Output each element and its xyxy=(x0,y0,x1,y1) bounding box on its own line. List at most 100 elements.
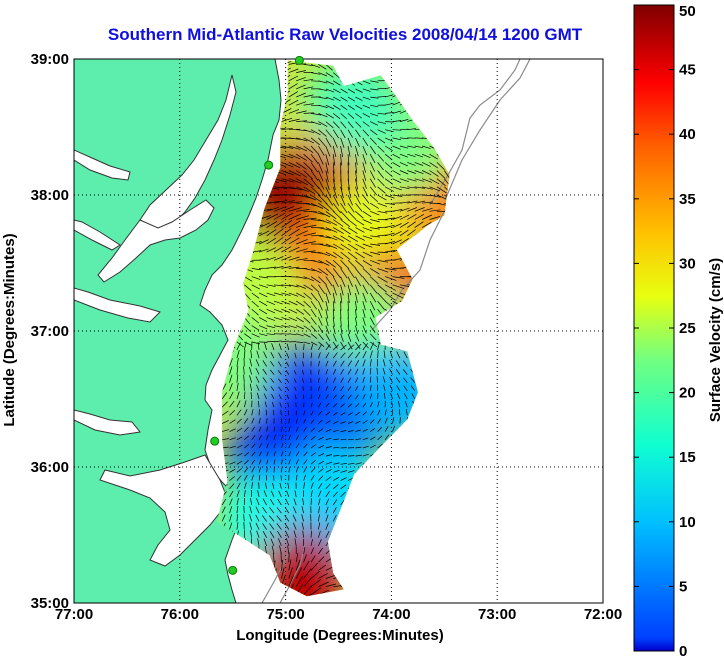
velocity-arrow xyxy=(325,88,335,93)
velocity-arrow xyxy=(318,468,324,473)
velocity-arrow xyxy=(362,376,365,383)
velocity-arrow xyxy=(377,443,383,449)
velocity-arrow xyxy=(421,162,431,167)
velocity-arrow xyxy=(362,420,368,424)
velocity-arrow xyxy=(362,235,373,240)
x-tick-label: 73:00 xyxy=(478,606,516,623)
velocity-arrow xyxy=(333,438,340,441)
velocity-arrow xyxy=(236,341,244,348)
velocity-arrow xyxy=(273,459,276,465)
velocity-arrow xyxy=(362,317,366,326)
velocity-arrow xyxy=(362,243,373,248)
velocity-arrow xyxy=(243,474,248,481)
velocity-arrow xyxy=(332,325,336,335)
velocity-arrow xyxy=(355,403,360,408)
velocity-arrow xyxy=(281,559,284,571)
velocity-arrow xyxy=(325,309,329,319)
velocity-arrow xyxy=(347,88,356,94)
velocity-arrow xyxy=(421,178,433,183)
velocity-arrow xyxy=(407,128,416,131)
velocity-arrow xyxy=(377,162,384,171)
velocity-arrow xyxy=(243,341,247,351)
velocity-arrow xyxy=(310,555,316,563)
velocity-arrow xyxy=(369,325,376,333)
velocity-arrow xyxy=(265,482,267,489)
velocity-arrow xyxy=(333,227,344,234)
velocity-arrow xyxy=(303,145,314,153)
velocity-arrow xyxy=(273,317,283,321)
velocity-arrow xyxy=(355,394,359,400)
y-tick-label: 39:00 xyxy=(31,51,69,68)
velocity-arrow xyxy=(347,219,357,227)
velocity-arrow xyxy=(255,514,260,522)
velocity-arrow xyxy=(362,137,369,146)
velocity-arrow xyxy=(325,360,329,367)
velocity-arrow xyxy=(295,466,299,473)
velocity-arrow xyxy=(332,219,344,227)
velocity-arrow xyxy=(325,522,329,530)
velocity-arrow xyxy=(407,186,418,189)
velocity-arrow xyxy=(229,476,235,481)
velocity-arrow xyxy=(236,460,243,465)
velocity-arrow xyxy=(243,505,245,514)
colorbar-tick-label: 20 xyxy=(679,385,696,402)
velocity-arrow xyxy=(249,375,253,383)
velocity-arrow xyxy=(286,490,290,498)
velocity-arrow xyxy=(281,284,292,287)
velocity-arrow xyxy=(347,243,358,251)
velocity-arrow xyxy=(325,301,329,311)
velocity-arrow xyxy=(258,284,269,289)
velocity-arrow xyxy=(262,530,267,538)
velocity-arrow xyxy=(385,129,394,133)
velocity-arrow xyxy=(295,474,298,481)
velocity-arrow xyxy=(251,308,259,316)
velocity-arrow xyxy=(270,378,275,383)
velocity-arrow xyxy=(411,393,416,400)
velocity-arrow xyxy=(318,460,325,465)
velocity-arrow xyxy=(340,113,348,120)
velocity-arrow xyxy=(370,259,381,265)
velocity-arrow xyxy=(355,96,363,101)
velocity-arrow xyxy=(310,186,321,196)
velocity-arrow xyxy=(281,256,292,261)
velocity-arrow xyxy=(236,468,242,473)
velocity-arrow xyxy=(278,343,282,351)
velocity-arrow xyxy=(325,469,332,473)
velocity-arrow xyxy=(310,121,322,126)
velocity-arrow xyxy=(236,475,242,481)
velocity-arrow xyxy=(258,443,263,449)
velocity-arrow xyxy=(296,70,306,73)
radar-station xyxy=(294,55,304,65)
velocity-arrow xyxy=(414,221,424,228)
velocity-arrow xyxy=(303,241,316,245)
colorbar-tick-label: 10 xyxy=(679,514,696,531)
velocity-arrow xyxy=(399,417,401,424)
velocity-arrow xyxy=(257,490,260,497)
velocity-arrow xyxy=(377,350,379,359)
velocity-arrow xyxy=(277,530,282,538)
velocity-arrow xyxy=(355,260,365,268)
velocity-arrow xyxy=(347,352,354,359)
y-tick-label: 36:00 xyxy=(31,459,69,476)
colorbar-label: Surface Velocity (cm/s) xyxy=(707,258,724,422)
velocity-arrow xyxy=(347,276,353,287)
velocity-arrow xyxy=(310,170,319,181)
velocity-arrow xyxy=(355,462,362,465)
velocity-arrow xyxy=(362,202,371,211)
velocity-arrow xyxy=(288,162,301,169)
velocity-arrow xyxy=(266,333,275,336)
velocity-arrow xyxy=(249,358,253,367)
velocity-arrow xyxy=(332,211,343,220)
velocity-arrow xyxy=(318,309,323,319)
velocity-arrow xyxy=(276,507,282,514)
velocity-arrow xyxy=(325,162,329,174)
velocity-arrow xyxy=(256,392,260,400)
velocity-arrow xyxy=(266,418,268,424)
velocity-arrow xyxy=(370,88,379,91)
velocity-arrow xyxy=(288,575,294,587)
velocity-arrow xyxy=(385,241,395,245)
velocity-arrow xyxy=(281,228,292,237)
velocity-arrow xyxy=(396,360,401,367)
velocity-arrow xyxy=(355,88,363,93)
velocity-arrow xyxy=(332,369,337,375)
